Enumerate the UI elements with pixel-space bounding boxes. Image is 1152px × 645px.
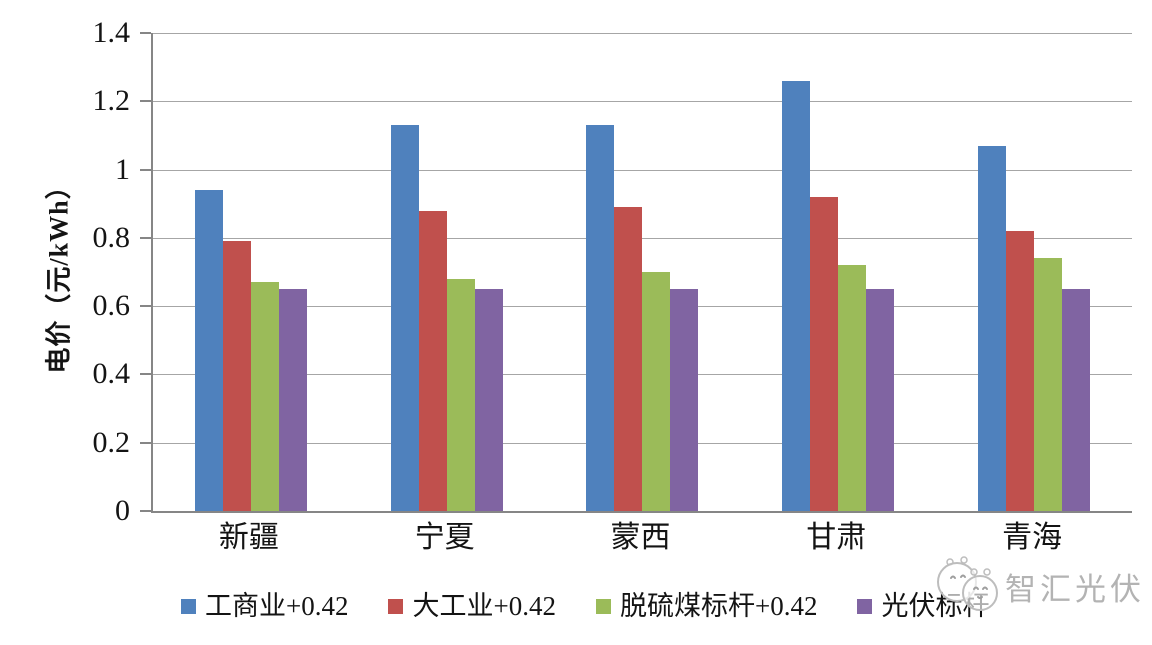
y-axis-tick (140, 305, 151, 308)
y-axis: 1.4 1.2 1 0.8 0.6 0.4 0.2 0 (0, 18, 140, 526)
bar (446, 278, 475, 511)
y-axis-tick-label: 0.6 (92, 289, 131, 323)
bar-group-甘肃 (740, 33, 936, 511)
x-axis-label: 甘肃 (806, 521, 867, 554)
y-axis-tick-label: 1 (115, 152, 130, 186)
bar (642, 272, 671, 511)
y-axis-tick (140, 441, 151, 444)
gridline (153, 237, 1132, 239)
x-axis-label: 宁夏 (414, 521, 475, 554)
y-axis-tick-label: 1.2 (92, 84, 131, 118)
bar (586, 125, 615, 511)
bar (810, 196, 839, 511)
bar-group-新疆 (153, 33, 349, 511)
x-axis-label: 蒙西 (610, 521, 671, 554)
bar (978, 145, 1007, 511)
x-axis: 新疆 宁夏 蒙西 甘肃 青海 (151, 521, 1130, 554)
y-axis-tick-label: 0.8 (92, 220, 131, 254)
legend-swatch-icon (857, 599, 873, 614)
legend-swatch-icon (595, 599, 611, 614)
legend-label: 脱硫煤标杆+0.42 (619, 591, 818, 621)
y-axis-tick (140, 236, 151, 239)
legend-item: 光伏标杆 (857, 593, 989, 620)
bar (1062, 289, 1091, 511)
gridline (153, 169, 1132, 171)
bar (670, 289, 699, 511)
bar (390, 125, 419, 511)
bar (838, 265, 867, 511)
legend-swatch-icon (388, 599, 404, 614)
bar (222, 241, 251, 511)
bar (278, 289, 307, 511)
legend: 工商业+0.42 大工业+0.42 脱硫煤标杆+0.42 光伏标杆 (181, 593, 989, 620)
gridline (153, 101, 1132, 103)
bar (418, 210, 447, 511)
x-axis-label: 新疆 (218, 521, 279, 554)
y-axis-tick-label: 1.4 (92, 16, 131, 49)
y-axis-tick (140, 32, 151, 34)
bar-group-青海 (936, 33, 1132, 511)
y-axis-tick (140, 168, 151, 171)
gridline (153, 33, 1132, 34)
legend-label: 工商业+0.42 (205, 591, 349, 621)
bar-group-蒙西 (545, 33, 741, 511)
legend-item: 脱硫煤标杆+0.42 (595, 591, 818, 621)
y-axis-tick (140, 373, 151, 376)
bar (1006, 231, 1035, 511)
bar (250, 282, 279, 511)
bar (1034, 258, 1063, 511)
bar-groups (153, 33, 1132, 511)
legend-swatch-icon (181, 599, 196, 614)
legend-item: 工商业+0.42 (181, 593, 348, 620)
bar (782, 80, 811, 511)
plot-area (140, 32, 1132, 513)
y-axis-tick-label: 0 (115, 494, 130, 527)
bar (614, 207, 643, 511)
legend-label: 光伏标杆 (881, 591, 990, 621)
y-axis-tick (140, 510, 151, 512)
x-axis-label: 青海 (1002, 521, 1063, 554)
bar (866, 289, 895, 511)
legend-label: 大工业+0.42 (412, 591, 556, 621)
legend-item: 大工业+0.42 (388, 591, 556, 621)
y-axis-tick-label: 0.4 (92, 357, 131, 391)
bar (194, 190, 223, 511)
bar-group-宁夏 (349, 33, 545, 511)
bar (474, 289, 503, 511)
y-axis-tick-label: 0.2 (92, 425, 131, 459)
watermark-text: 智汇光伏 (1005, 572, 1145, 607)
y-axis-tick (140, 100, 151, 103)
